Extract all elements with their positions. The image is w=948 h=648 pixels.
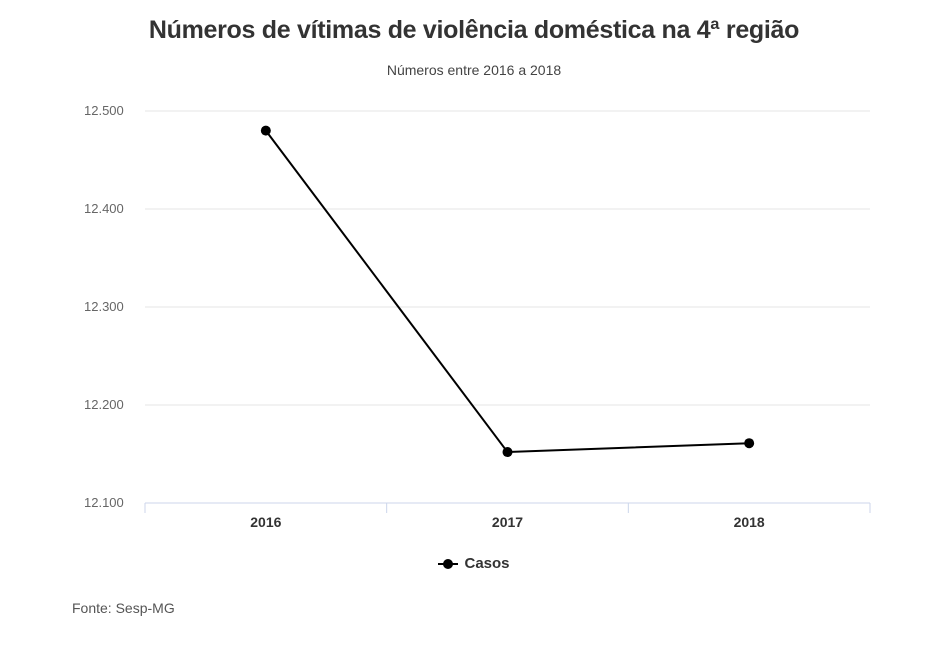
legend-label: Casos: [464, 555, 510, 572]
y-tick-label: 12.400: [84, 201, 124, 216]
source-note: Fonte: Sesp-MG: [72, 600, 175, 616]
data-point: [744, 438, 755, 449]
data-point: [502, 447, 513, 458]
x-tick-label: 2016: [250, 514, 281, 530]
y-tick-label: 12.300: [84, 299, 124, 314]
series-line: [265, 129, 750, 454]
y-tick-label: 12.500: [84, 103, 124, 118]
legend[interactable]: Casos: [0, 555, 948, 572]
legend-marker-icon: [438, 558, 459, 570]
y-tick-label: 12.200: [84, 397, 124, 412]
x-tick-label: 2017: [492, 514, 523, 530]
chart-subtitle: Números entre 2016 a 2018: [386, 62, 562, 78]
chart-title: Números de vítimas de violência doméstic…: [148, 16, 800, 44]
data-point: [260, 125, 271, 136]
y-tick-label: 12.100: [84, 495, 124, 510]
x-tick-label: 2018: [734, 514, 765, 530]
